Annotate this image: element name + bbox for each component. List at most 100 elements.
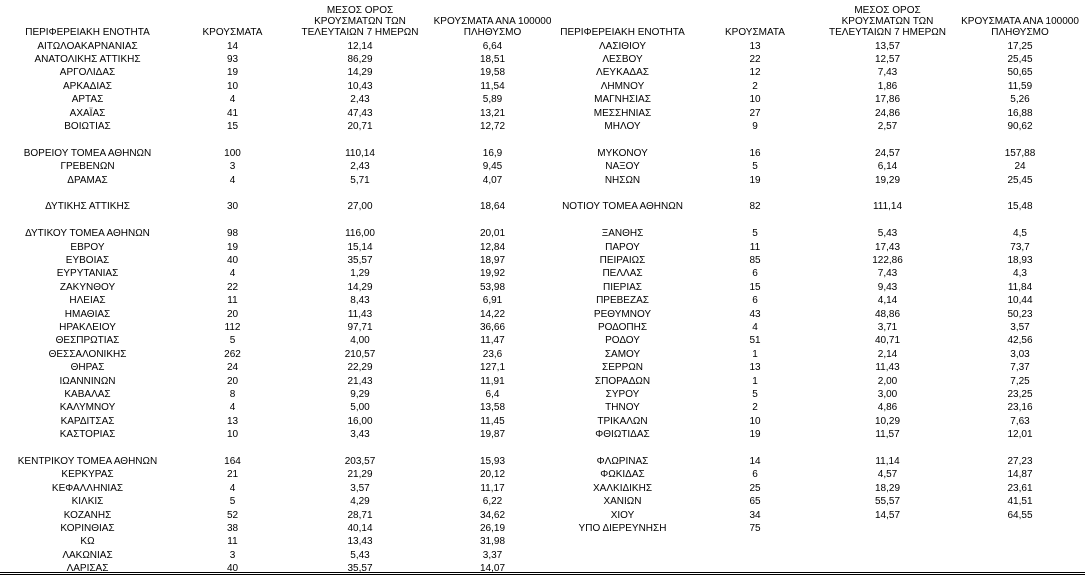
- cases: 4: [229, 482, 236, 494]
- region-name: ΗΛΕΙΑΣ: [69, 295, 106, 307]
- cases-per-100k: 12,84: [479, 241, 506, 253]
- cases: 2: [752, 80, 758, 92]
- cases-per-100k: 14,07: [479, 563, 506, 575]
- weekly-average: 11,43: [875, 362, 900, 374]
- cases-per-100k: 7,63: [1010, 415, 1030, 427]
- cases: 98: [226, 228, 239, 240]
- weekly-average: 13,57: [874, 40, 901, 52]
- weekly-average: 1,29: [350, 268, 370, 280]
- weekly-average: 22,29: [347, 362, 373, 374]
- cases-per-100k: 19,58: [479, 67, 506, 79]
- column-header: ΚΡΟΥΣΜΑΤΑ ΑΝΑ 100000 ΠΛΗΘΥΣΜΟ: [433, 16, 552, 38]
- region-name: ΦΘΙΩΤΙΔΑΣ: [595, 429, 650, 441]
- weekly-average: 11,14: [875, 455, 900, 467]
- region-name: ΛΑΡΙΣΑΣ: [66, 563, 109, 575]
- cases: 14: [226, 40, 239, 52]
- weekly-average: 2,57: [877, 120, 898, 132]
- cases: 16: [749, 147, 761, 159]
- weekly-average: 8,43: [350, 295, 370, 307]
- weekly-average: 9,29: [350, 388, 370, 400]
- weekly-average: 48,86: [874, 308, 901, 320]
- weekly-average: 47,43: [347, 107, 373, 119]
- cases: 19: [226, 67, 239, 79]
- weekly-average: 1,86: [877, 80, 898, 92]
- region-name: ΠΙΕΡΙΑΣ: [603, 281, 642, 293]
- region-name: ΣΠΟΡΑΔΩΝ: [594, 375, 651, 387]
- region-name: ΦΩΚΙΔΑΣ: [600, 469, 645, 481]
- weekly-average: 9,43: [877, 281, 898, 293]
- region-name: ΛΑΚΩΝΙΑΣ: [62, 549, 113, 561]
- region-name: ΜΕΣΣΗΝΙΑΣ: [593, 107, 652, 119]
- cases: 12: [749, 67, 761, 79]
- weekly-average: 4,86: [877, 402, 898, 414]
- cases-per-100k: 18,64: [479, 201, 506, 213]
- weekly-average: 24,57: [874, 147, 901, 159]
- cases-per-100k: 64,55: [1007, 509, 1033, 521]
- region-name: ΓΡΕΒΕΝΩΝ: [60, 161, 115, 173]
- region-name: ΠΕΛΛΑΣ: [602, 268, 643, 280]
- cases-per-100k: 7,25: [1010, 375, 1030, 387]
- cases-per-100k: 15,93: [479, 455, 506, 467]
- cases: 15: [226, 120, 239, 132]
- cases-per-100k: 157,88: [1004, 147, 1036, 159]
- cases: 2: [752, 402, 758, 414]
- cases: 52: [226, 509, 239, 521]
- cases-per-100k: 18,93: [1007, 254, 1033, 266]
- weekly-average: 12,14: [347, 40, 373, 52]
- cases: 93: [226, 53, 239, 65]
- cases: 22: [226, 281, 239, 293]
- cases-per-100k: 25,45: [1007, 53, 1033, 65]
- cases: 8: [229, 388, 236, 400]
- weekly-average: 4,57: [877, 469, 898, 481]
- weekly-average: 4,14: [877, 295, 898, 307]
- cases: 5: [752, 388, 758, 400]
- cases: 4: [229, 174, 236, 186]
- cases-per-100k: 11,47: [480, 335, 505, 347]
- cases-per-100k: 73,7: [1010, 241, 1030, 253]
- region-name: ΤΡΙΚΑΛΩΝ: [597, 415, 648, 427]
- region-name: ΣΥΡΟΥ: [605, 388, 640, 400]
- bottom-rule: [0, 574, 1085, 575]
- cases: 6: [752, 469, 758, 481]
- region-name: ΤΗΝΟΥ: [605, 402, 640, 414]
- weekly-average: 4,29: [350, 496, 370, 508]
- weekly-average: 122,86: [872, 254, 903, 266]
- cases-per-100k: 5,26: [1010, 94, 1030, 106]
- cases-per-100k: 18,51: [479, 53, 506, 65]
- region-name: ΡΟΔΟΥ: [605, 335, 640, 347]
- cases: 10: [749, 415, 761, 427]
- cases-per-100k: 15,48: [1007, 201, 1033, 213]
- cases: 5: [229, 496, 236, 508]
- cases: 11: [749, 241, 761, 253]
- region-name: ΑΡΓΟΛΙΔΑΣ: [59, 67, 116, 79]
- weekly-average: 17,43: [874, 241, 901, 253]
- region-name: ΕΥΒΟΙΑΣ: [65, 254, 110, 266]
- region-name: ΠΡΕΒΕΖΑΣ: [596, 295, 649, 307]
- region-name: ΚΩ: [80, 536, 95, 548]
- cases: 10: [226, 429, 239, 441]
- weekly-average: 17,86: [874, 94, 901, 106]
- cases: 4: [229, 94, 236, 106]
- cases-per-100k: 127,1: [479, 362, 506, 374]
- cases-per-100k: 19,87: [479, 429, 506, 441]
- region-name: ΣΕΡΡΩΝ: [602, 362, 643, 374]
- cases: 4: [752, 321, 758, 333]
- weekly-average: 19,29: [874, 174, 901, 186]
- cases-per-100k: 10,44: [1007, 295, 1033, 307]
- cases: 20: [226, 375, 239, 387]
- cases: 19: [749, 174, 761, 186]
- region-name: ΝΗΣΩΝ: [604, 174, 641, 186]
- cases: 11: [227, 536, 238, 548]
- cases: 40: [226, 254, 239, 266]
- cases: 13: [749, 362, 761, 374]
- weekly-average: 10,29: [874, 415, 901, 427]
- weekly-average: 55,57: [874, 496, 901, 508]
- cases-per-100k: 12,01: [1007, 429, 1033, 441]
- cases-per-100k: 53,98: [479, 281, 506, 293]
- cases-per-100k: 11,54: [480, 80, 505, 92]
- weekly-average: 2,14: [877, 348, 898, 360]
- cases: 4: [229, 402, 236, 414]
- weekly-average: 2,00: [877, 375, 898, 387]
- cases: 5: [752, 161, 758, 173]
- region-name: ΑΡΚΑΔΙΑΣ: [63, 80, 112, 92]
